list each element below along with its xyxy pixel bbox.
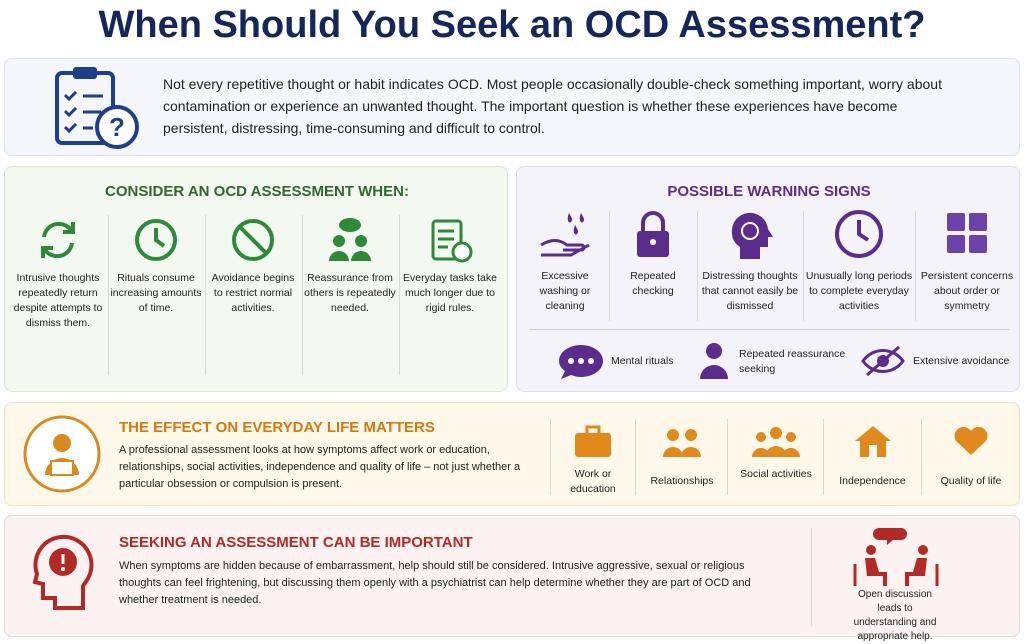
divider	[550, 419, 551, 495]
consider-text: Intrusive thoughts repeatedly return des…	[13, 272, 103, 329]
clock-icon	[835, 210, 883, 258]
divider	[803, 211, 804, 321]
warning-title: POSSIBLE WARNING SIGNS	[667, 183, 871, 200]
divider	[302, 215, 303, 375]
seeking-text: When symptoms are hidden because of emba…	[119, 560, 751, 606]
divider	[609, 211, 610, 321]
warning-extra: Repeated reassurance seeking	[739, 348, 846, 375]
seeking-caption: Open discussion leads to understanding a…	[853, 589, 937, 642]
cycle-icon	[41, 221, 75, 259]
warning-text: Distressing thoughts that cannot easily …	[701, 270, 799, 312]
warning-text: Persistent concerns about order or symme…	[920, 270, 1014, 312]
clipboard-icon: ?	[55, 67, 139, 149]
divider	[529, 329, 1009, 330]
effect-text: A professional assessment looks at how s…	[119, 444, 521, 490]
warning-text: Excessive washing or cleaning	[539, 270, 591, 312]
consider-text: Avoidance begins to restrict normal acti…	[211, 272, 295, 314]
consider-item: Intrusive thoughts repeatedly return des…	[11, 217, 105, 331]
consider-item: Reassurance from others is repeatedly ne…	[303, 217, 397, 316]
group-icon	[752, 427, 800, 457]
warning-item: Excessive washing or cleaning	[523, 207, 607, 314]
divider	[915, 211, 916, 321]
intro-text: Not every repetitive thought or habit in…	[163, 76, 942, 136]
svg-text:?: ?	[109, 112, 125, 142]
consider-text: Reassurance from others is repeatedly ne…	[304, 272, 396, 314]
effect-area-label: Work or education	[570, 468, 616, 495]
divider	[108, 215, 109, 375]
divider	[811, 528, 812, 626]
consider-item: Everyday tasks take much longer due to r…	[400, 217, 500, 316]
effect-area-label: Quality of life	[940, 475, 1002, 487]
washing-icon	[540, 213, 590, 257]
warning-text: Unusually long periods to complete every…	[805, 270, 913, 312]
lock-icon	[637, 211, 669, 257]
people-icon	[329, 218, 371, 261]
work-person-icon	[23, 415, 101, 493]
briefcase-icon	[575, 425, 611, 457]
effect-area: Social activities	[731, 423, 821, 482]
couple-icon	[663, 429, 701, 457]
effect-area: Work or education	[553, 423, 633, 497]
divider	[921, 419, 922, 495]
clock-icon	[135, 219, 177, 261]
head-alert-icon	[32, 534, 94, 610]
head-icon	[731, 212, 773, 259]
seeking-title: SEEKING AN ASSESSMENT CAN BE IMPORTANT	[119, 534, 473, 551]
warning-item: Persistent concerns about order or symme…	[917, 207, 1017, 314]
effect-area: Relationships	[639, 423, 725, 489]
heart-icon	[954, 426, 988, 455]
warning-text: Repeated checking	[630, 270, 676, 297]
warning-item: Unusually long periods to complete every…	[805, 207, 913, 314]
divider	[399, 215, 400, 375]
consider-text: Rituals consume increasing amounts of ti…	[110, 272, 202, 314]
warning-box: POSSIBLE WARNING SIGNS Excessive washing…	[516, 166, 1020, 392]
effect-area-label: Social activities	[740, 468, 812, 480]
house-icon	[854, 426, 891, 457]
consider-item: Rituals consume increasing amounts of ti…	[109, 217, 203, 316]
divider	[727, 419, 728, 495]
effect-area-label: Independence	[839, 475, 906, 487]
consider-box: CONSIDER AN OCD ASSESSMENT WHEN: Intrusi…	[4, 166, 508, 392]
block-icon	[232, 219, 274, 261]
intro-box: ? Not every repetitive thought or habit …	[4, 58, 1020, 156]
divider	[823, 419, 824, 495]
consider-item: Avoidance begins to restrict normal acti…	[206, 217, 300, 316]
seeking-box: SEEKING AN ASSESSMENT CAN BE IMPORTANT W…	[4, 515, 1020, 642]
warning-extra: Mental rituals	[611, 355, 674, 367]
checklist-clock-icon	[431, 219, 473, 263]
effect-area-label: Relationships	[650, 475, 714, 487]
warning-item: Repeated checking	[611, 207, 695, 299]
effect-title: THE EFFECT ON EVERYDAY LIFE MATTERS	[119, 419, 435, 436]
eye-off-icon	[861, 345, 905, 377]
warning-extra: Extensive avoidance	[913, 355, 1010, 367]
consider-title: CONSIDER AN OCD ASSESSMENT WHEN:	[105, 183, 409, 200]
consider-text: Everyday tasks take much longer due to r…	[403, 272, 497, 314]
divider	[635, 419, 636, 495]
speech-icon	[559, 345, 603, 379]
conversation-icon	[853, 528, 939, 586]
divider	[697, 211, 698, 321]
page-title: When Should You Seek an OCD Assessment?	[98, 4, 926, 46]
effect-area: Quality of life	[923, 423, 1019, 489]
warning-item: Distressing thoughts that cannot easily …	[699, 207, 801, 314]
person-icon	[700, 343, 728, 379]
effect-area: Independence	[826, 423, 919, 489]
divider	[205, 215, 206, 375]
effect-box: THE EFFECT ON EVERYDAY LIFE MATTERS A pr…	[4, 402, 1020, 506]
grid-icon	[947, 213, 987, 253]
